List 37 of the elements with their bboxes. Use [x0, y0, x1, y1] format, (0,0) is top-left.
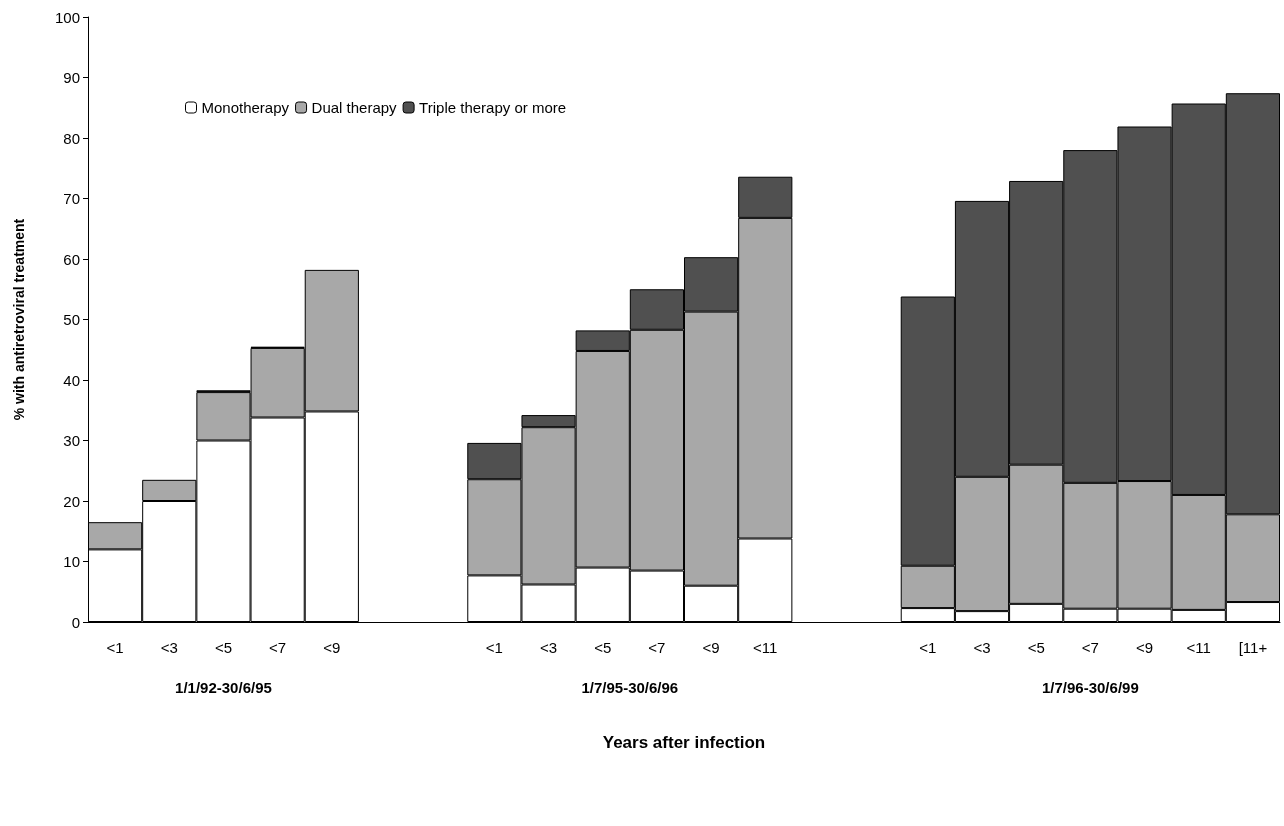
legend-label: Triple therapy or more: [419, 99, 567, 116]
y-tick-label: 0: [71, 613, 80, 631]
y-tick-label: 90: [63, 69, 80, 86]
x-tick-label: <5: [1027, 639, 1045, 656]
x-tick-label: <7: [269, 639, 287, 656]
x-tick-label: <1: [106, 639, 124, 656]
x-tick-label: <1: [919, 639, 937, 656]
text: 1/7/96-30/6/99: [1041, 679, 1139, 696]
x-tick-label: <3: [539, 639, 558, 656]
x-tick-label: <1: [485, 639, 503, 656]
x-tick-label: <3: [160, 639, 178, 656]
x-tick-label: <11: [1186, 639, 1211, 656]
x-tick-label: <5: [214, 639, 233, 656]
y-tick-label: 50: [63, 311, 80, 328]
y-tick-label: 10: [63, 553, 80, 570]
y-tick-label: 60: [63, 250, 80, 268]
x-tick-label: <11: [753, 639, 778, 656]
x-tick-label: <9: [323, 639, 341, 656]
text: 1/7/95-30/6/96: [581, 679, 679, 696]
text: 1/1/92-30/6/95: [175, 679, 272, 696]
x-tick-label: <7: [648, 639, 666, 656]
y-tick-label: 40: [63, 371, 80, 389]
y-tick-label: 30: [63, 432, 80, 449]
legend-label: Monotherapy: [201, 99, 290, 116]
x-tick-label: <3: [973, 639, 991, 656]
legend-label: Dual therapy: [311, 99, 398, 116]
y-tick-label: 20: [63, 492, 80, 510]
x-tick-label: [11+: [1238, 639, 1268, 656]
x-tick-label: <9: [1135, 639, 1154, 656]
x-tick-label: <7: [1081, 639, 1099, 656]
y-tick-label: 70: [63, 190, 80, 207]
x-tick-label: <5: [594, 639, 612, 656]
x-tick-label: <9: [702, 639, 720, 656]
x-axis-title: Years after infection: [602, 733, 766, 752]
y-tick-label: 80: [63, 129, 80, 147]
y-tick-label: 100: [54, 8, 80, 26]
y-axis-title: % with antiretroviral treatment: [11, 218, 27, 421]
